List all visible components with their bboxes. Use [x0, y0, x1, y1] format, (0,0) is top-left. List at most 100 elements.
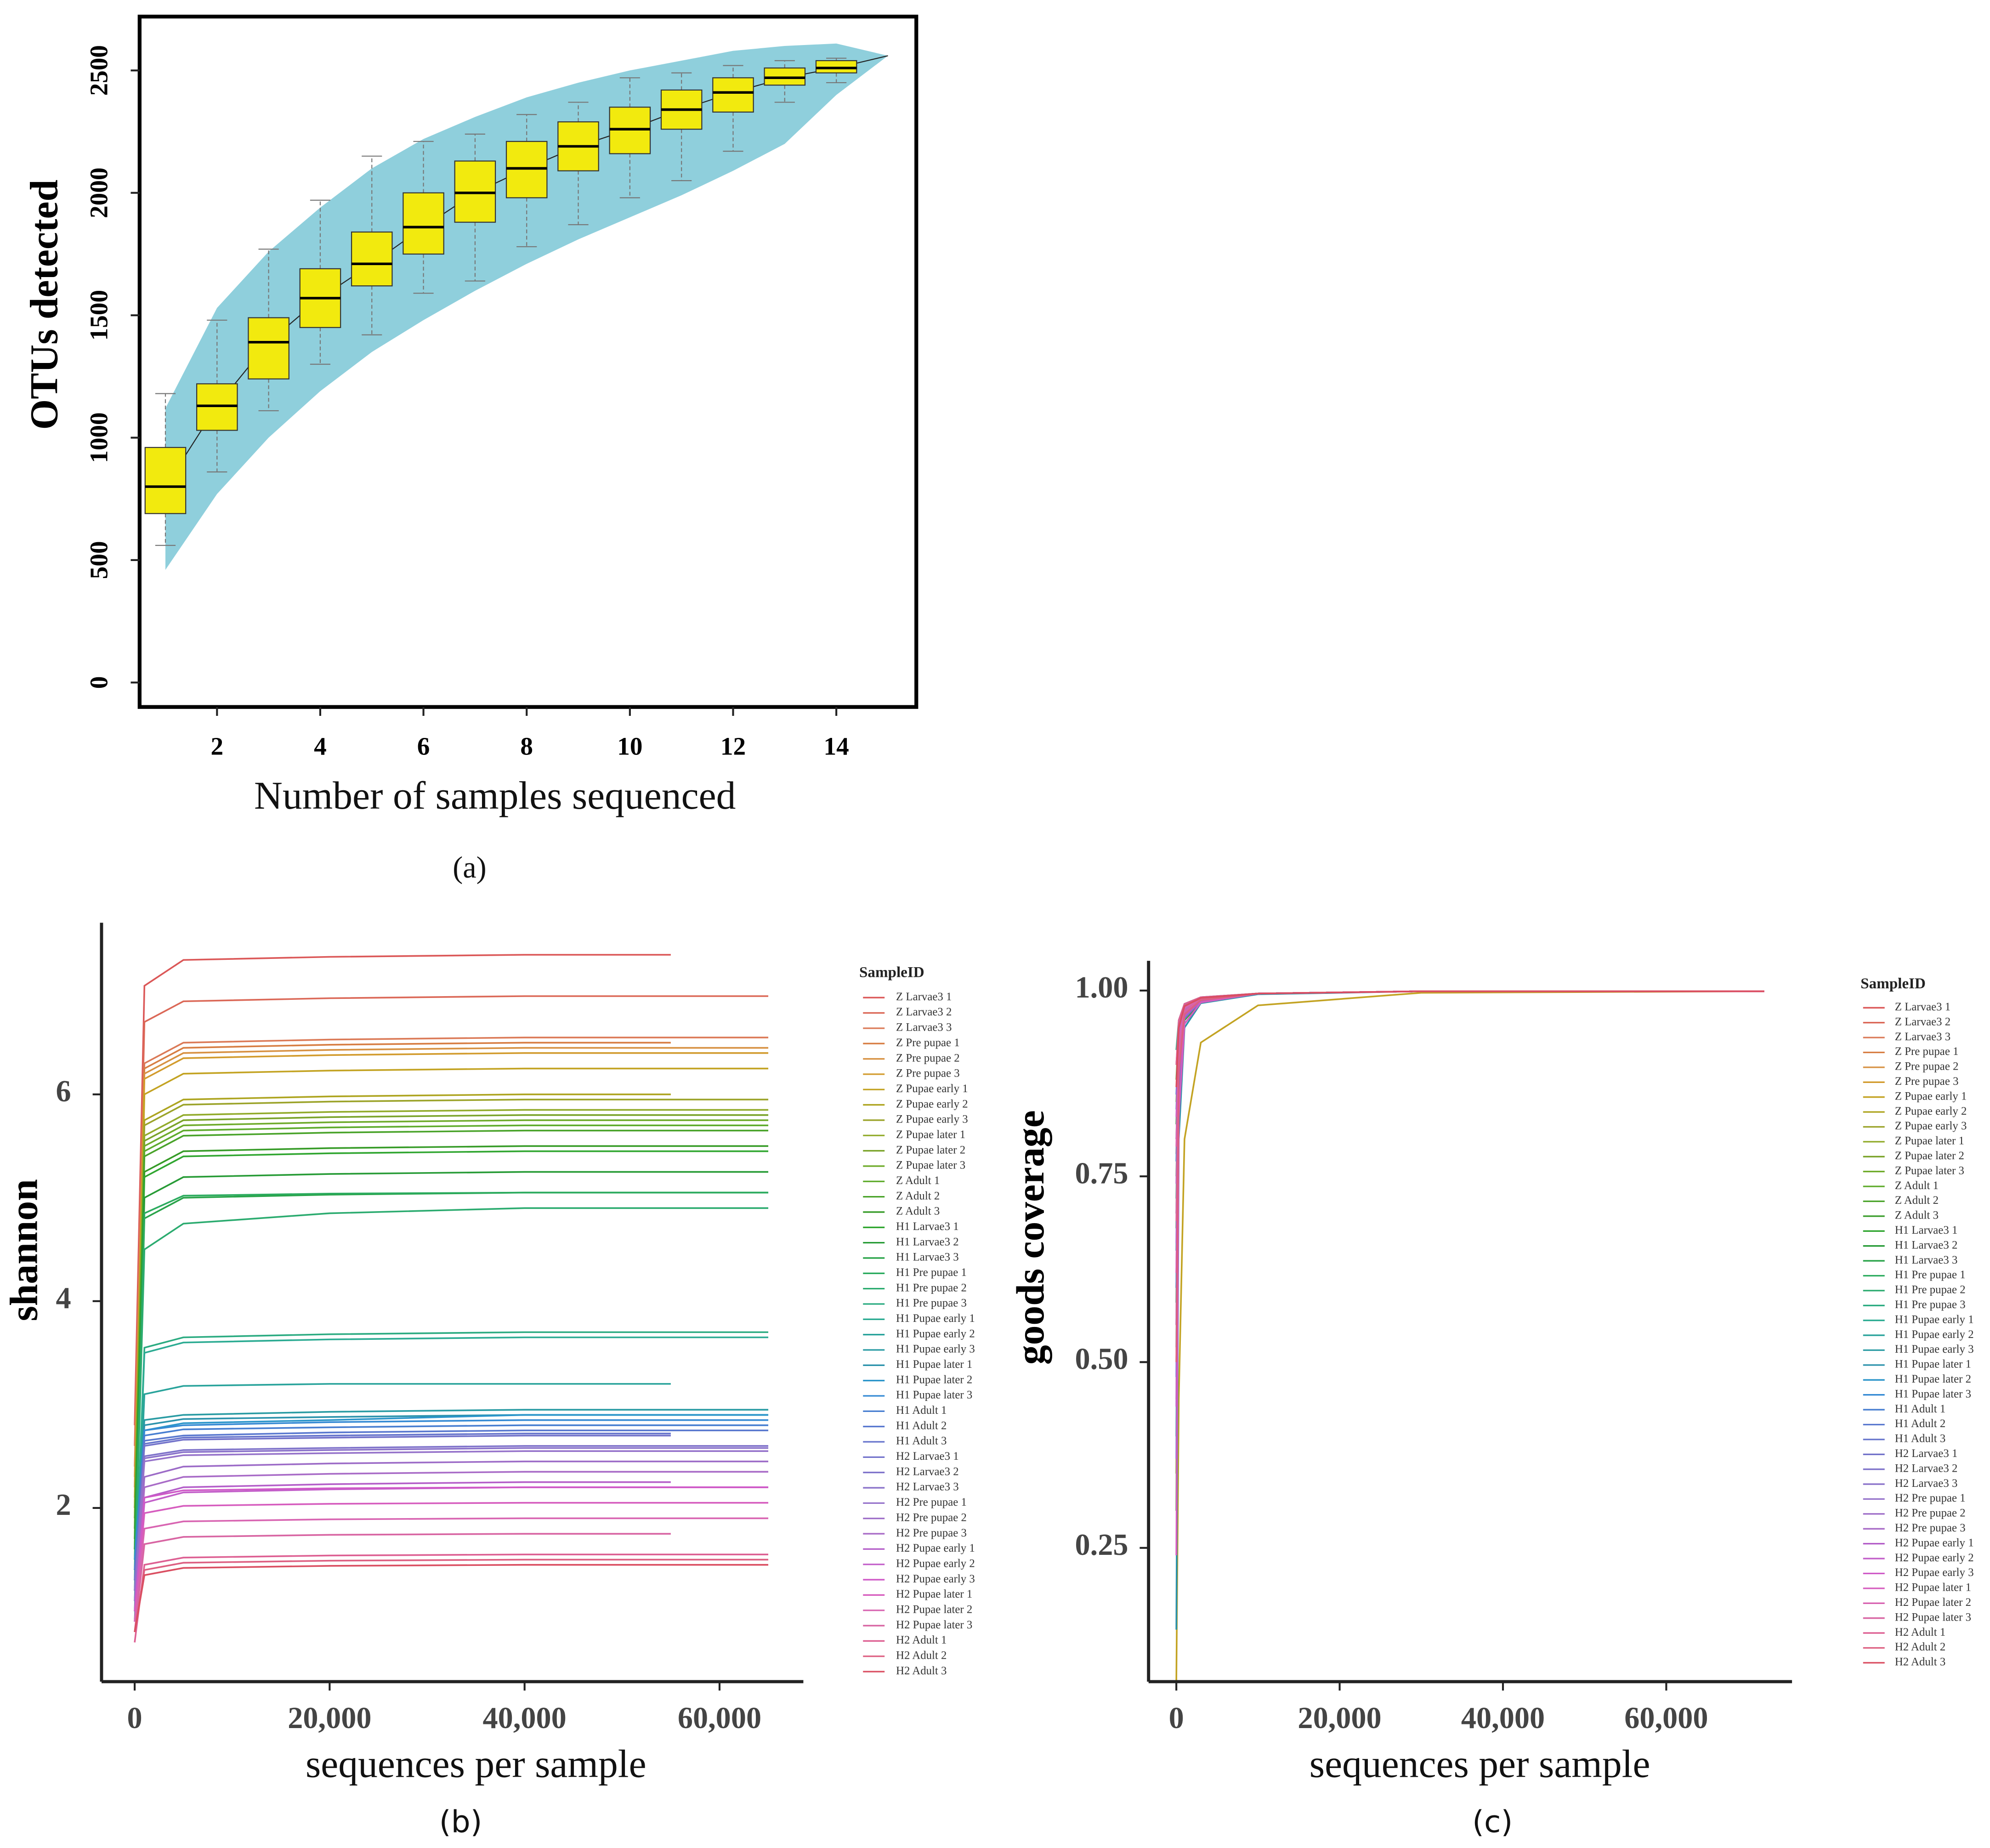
legend-label: H1 Pupae later 3: [896, 1389, 972, 1401]
legend-label: Z Pupae later 1: [896, 1128, 965, 1141]
y-tick-label: 2: [56, 1488, 71, 1522]
legend-label: H2 Pupae early 3: [1895, 1566, 1974, 1579]
legend-label: H2 Adult 1: [896, 1634, 947, 1646]
legend-title: SampleID: [1860, 975, 1926, 992]
series-line: [1175, 990, 1764, 1229]
legend-label: Z Pupae later 2: [896, 1144, 965, 1156]
legend-label: H2 Larvae3 2: [896, 1465, 959, 1478]
legend-label: H2 Adult 2: [1895, 1641, 1945, 1653]
legend-label: H1 Pre pupae 3: [1895, 1298, 1966, 1311]
y-axis-title: goods coverage: [1009, 1110, 1052, 1365]
series-line: [1175, 990, 1764, 1117]
legend-label: H2 Pre pupae 3: [896, 1527, 967, 1539]
x-tick-label: 0: [127, 1701, 142, 1735]
series-line: [134, 1109, 769, 1529]
series-line: [134, 1191, 769, 1581]
y-tick-label: 1500: [85, 290, 113, 340]
series-line: [1175, 990, 1764, 1325]
legend-label: Z Pre pupae 2: [1895, 1060, 1959, 1073]
series-line: [1175, 990, 1764, 1459]
series-line: [1175, 990, 1764, 1556]
legend-label: H2 Larvae3 1: [896, 1450, 959, 1463]
x-tick-label: 60,000: [1624, 1701, 1708, 1735]
series-line: [1175, 990, 1764, 1243]
x-axis-title: sequences per sample: [1310, 1742, 1650, 1786]
legend-label: Z Larvae3 3: [896, 1021, 952, 1034]
series-line: [1175, 990, 1764, 1095]
series-line: [134, 1424, 769, 1570]
series-line: [134, 1502, 769, 1622]
x-tick-label: 6: [417, 732, 430, 760]
legend-label: H2 Pre pupae 2: [1895, 1507, 1966, 1519]
x-tick-label: 10: [617, 732, 642, 760]
legend-label: H2 Pupae later 2: [896, 1603, 972, 1616]
series-line: [1175, 990, 1764, 1214]
legend-label: Z Adult 3: [896, 1205, 940, 1218]
legend-label: H1 Pupae early 2: [1895, 1328, 1974, 1341]
series-line: [134, 1047, 769, 1477]
legend-label: H1 Pupae later 1: [1895, 1358, 1971, 1371]
legend-label: Z Larvae3 2: [896, 1006, 952, 1018]
series-line: [1175, 990, 1764, 1162]
series-line: [134, 1207, 769, 1591]
legend-label: H2 Adult 2: [896, 1649, 947, 1661]
series-line: [134, 1331, 769, 1601]
legend-label: H2 Pupae early 1: [896, 1542, 975, 1554]
legend-label: Z Pupae later 2: [1895, 1150, 1964, 1162]
series-line: [134, 1067, 769, 1508]
legend-label: Z Pupae early 1: [896, 1083, 968, 1095]
series-line: [134, 1533, 671, 1633]
x-tick-label: 20,000: [288, 1701, 371, 1735]
series-line: [1175, 990, 1764, 1199]
legend-label: Z Pre pupae 2: [896, 1052, 960, 1064]
legend-label: H1 Pupae early 3: [896, 1343, 975, 1355]
series-line: [1175, 990, 1764, 1273]
series-line: [134, 1037, 769, 1467]
series-line: [1175, 990, 1764, 1065]
series-line: [134, 1419, 769, 1581]
y-axis-title: OTUs detected: [23, 180, 66, 430]
series-line: [1175, 990, 1764, 1147]
series-line: [1175, 990, 1764, 1088]
legend-label: H2 Pupae later 2: [1895, 1596, 1971, 1609]
x-tick-label: 0: [1169, 1701, 1184, 1735]
legend-label: H1 Larvae3 2: [896, 1236, 959, 1248]
series-line: [1175, 990, 1764, 1221]
panel-caption: (c): [1472, 1803, 1513, 1839]
legend-label: H2 Pupae early 1: [1895, 1536, 1974, 1549]
y-axis-title: shannon: [2, 1179, 45, 1321]
legend-label: Z Larvae3 2: [1895, 1015, 1950, 1028]
envelope: [165, 43, 888, 570]
legend-label: H2 Pupae later 3: [1895, 1611, 1971, 1623]
legend-label: H2 Pupae early 2: [896, 1557, 975, 1570]
x-tick-label: 40,000: [483, 1701, 567, 1735]
series-line: [134, 1191, 769, 1570]
legend-label: H2 Pupae later 3: [896, 1619, 972, 1631]
series-line: [1175, 990, 1764, 1407]
box: [248, 317, 289, 380]
series-line: [1175, 990, 1764, 1139]
series-line: [134, 1124, 769, 1529]
legend-label: H1 Pupae later 2: [896, 1373, 972, 1386]
series-line: [134, 1336, 769, 1612]
legend-label: H1 Pupae later 1: [896, 1358, 972, 1371]
legend-label: H1 Adult 1: [896, 1404, 947, 1417]
x-tick-label: 60,000: [678, 1701, 761, 1735]
series-line: [1175, 990, 1764, 1050]
series-line: [1175, 990, 1764, 1139]
series-line: [134, 1553, 769, 1643]
series-line: [134, 1564, 769, 1633]
series-line: [134, 1429, 769, 1591]
legend-label: Z Pupae early 2: [896, 1098, 968, 1110]
box: [144, 447, 187, 514]
legend-label: H2 Larvae3 2: [1895, 1462, 1958, 1474]
box: [351, 231, 393, 287]
series-line: [134, 1099, 769, 1508]
legend-label: H1 Adult 2: [1895, 1417, 1945, 1430]
legend-label: Z Pre pupae 3: [896, 1067, 960, 1080]
legend-label: H1 Adult 3: [896, 1435, 947, 1447]
series-line: [134, 1171, 769, 1550]
x-axis-title: Number of samples sequenced: [254, 774, 736, 817]
legend-title: SampleID: [859, 964, 924, 981]
